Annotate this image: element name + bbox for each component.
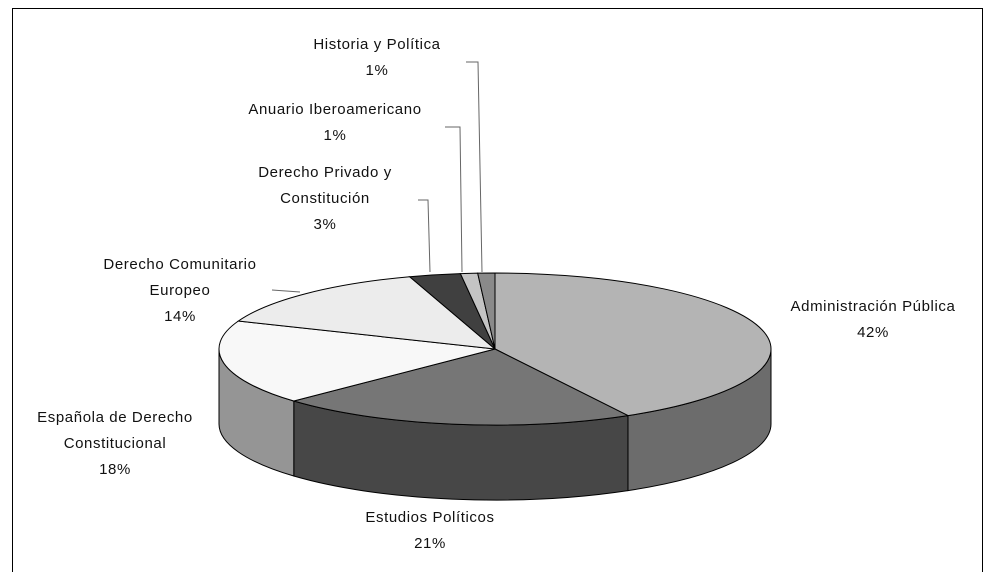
category-label: Española de Derecho Constitucional xyxy=(37,409,193,452)
category-label: Anuario Iberoamericano xyxy=(248,101,421,118)
category-label-line: Constitución xyxy=(280,190,370,207)
leader-line xyxy=(271,289,301,293)
value-label: 14% xyxy=(164,308,196,325)
category-label-line: Administración Pública xyxy=(791,298,956,315)
category-label-line: Europeo xyxy=(150,282,211,299)
category-label: Estudios Políticos xyxy=(365,509,494,526)
value-label: 21% xyxy=(414,535,446,552)
category-label: Derecho Privado y Constitución xyxy=(258,164,392,207)
leader-line xyxy=(445,126,463,273)
category-label-line: Estudios Políticos xyxy=(365,509,494,526)
slice xyxy=(494,272,772,417)
category-label-line: Constitucional xyxy=(64,435,167,452)
slice xyxy=(291,348,630,426)
category-label-line: Derecho Privado y xyxy=(258,164,392,181)
leader-line xyxy=(466,61,483,273)
category-label-line: Derecho Comunitario xyxy=(103,256,256,273)
category-label: Derecho Comunitario Europeo xyxy=(103,256,256,299)
value-label: 3% xyxy=(314,216,337,233)
value-label: 18% xyxy=(99,461,131,478)
value-label: 42% xyxy=(857,324,889,341)
slice xyxy=(477,272,496,350)
category-label: Administración Pública xyxy=(791,298,956,315)
value-label: 1% xyxy=(324,127,347,144)
value-label: 1% xyxy=(366,62,389,79)
leader-line xyxy=(418,199,431,273)
category-label-line: Anuario Iberoamericano xyxy=(248,101,421,118)
chart-frame xyxy=(12,8,983,572)
slice xyxy=(218,320,496,402)
category-label-line: Española de Derecho xyxy=(37,409,193,426)
category-label-line: Historia y Política xyxy=(313,36,440,53)
category-label: Historia y Política xyxy=(313,36,440,53)
